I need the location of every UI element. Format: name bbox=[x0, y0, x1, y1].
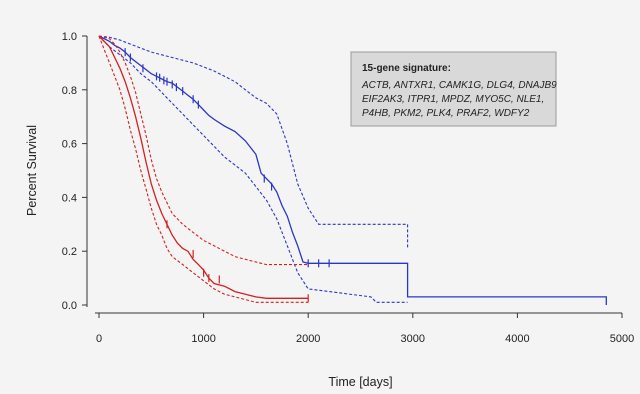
x-tick-label: 4000 bbox=[505, 333, 529, 345]
red-dashed-curve-4 bbox=[98, 35, 309, 266]
y-tick-label: 0.6 bbox=[62, 139, 77, 151]
red-solid-curve-3 bbox=[98, 35, 309, 299]
legend-title: 15-gene signature: bbox=[362, 63, 451, 74]
red-dashed-curve-5 bbox=[98, 35, 309, 303]
legend-gene-line: EIF2AK3, ITPR1, MPDZ, MYO5C, NLE1, bbox=[362, 94, 544, 105]
y-tick-label: 0.4 bbox=[62, 192, 77, 204]
x-tick-label: 3000 bbox=[401, 333, 425, 345]
legend-background bbox=[350, 51, 557, 127]
y-tick-label: 0.2 bbox=[62, 246, 77, 258]
x-tick-label: 5000 bbox=[610, 333, 634, 345]
axes-layer: 0 1000 2000 3000 4000 5000 0.0 0.2 0.4 0.6 0.8 1.0 bbox=[62, 31, 635, 345]
x-tick-label: 2000 bbox=[296, 333, 320, 345]
x-tick-label: 0 bbox=[96, 333, 102, 345]
legend-gene-line: P4HB, PKM2, PLK4, PRAF2, WDFY2 bbox=[362, 108, 530, 119]
y-tick-label: 0.8 bbox=[62, 85, 77, 97]
curves-layer bbox=[98, 35, 607, 305]
y-axis-title: Percent Survival bbox=[25, 125, 39, 216]
x-tick-label: 1000 bbox=[191, 333, 215, 345]
blue-solid-curve-0 bbox=[98, 35, 607, 305]
blue-dashed-curve-2 bbox=[98, 35, 408, 303]
x-axis-title: Time [days] bbox=[328, 375, 392, 389]
y-tick-label: 1.0 bbox=[62, 31, 77, 43]
legend-gene-line: ACTB, ANTXR1, CAMK1G, DLG4, DNAJB9 bbox=[361, 80, 557, 91]
blue-dashed-curve-1 bbox=[98, 35, 409, 249]
y-tick-label: 0.0 bbox=[62, 300, 77, 312]
legend-box: 15-gene signature: ACTB, ANTXR1, CAMK1G, … bbox=[350, 51, 557, 127]
